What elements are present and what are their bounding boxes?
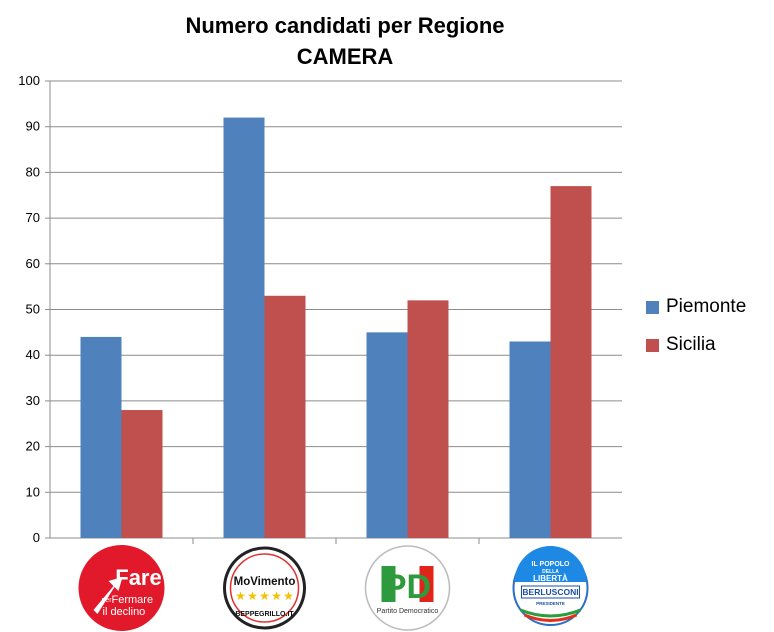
beppegrillo-text: BEPPEGRILLO.IT xyxy=(235,611,294,618)
y-tick-label: 20 xyxy=(26,439,40,454)
star-icon: ★ xyxy=(247,589,258,603)
fare-declino-text: il declino xyxy=(103,606,146,618)
y-tick-label: 80 xyxy=(26,164,40,179)
legend-swatch-sicilia xyxy=(646,338,659,352)
pdl-berlusconi-text: BERLUSCONI xyxy=(522,587,578,597)
fare-text: Fare xyxy=(115,565,161,590)
y-tick-label: 100 xyxy=(18,73,40,88)
pdl-name-band xyxy=(521,585,580,599)
legend-item-sicilia: Sicilia xyxy=(646,326,746,364)
bar-piemonte-0 xyxy=(80,336,122,538)
pdl-green-stripe xyxy=(519,608,582,618)
pdl-liberta-text: LIBERTÀ xyxy=(533,574,568,583)
chart-subtitle: CAMERA xyxy=(296,44,394,69)
star-icon: ★ xyxy=(283,589,294,603)
star-icon: ★ xyxy=(259,589,270,603)
chart-title-line: Numero candidati per Regione xyxy=(185,13,505,38)
movimento-inner-ring xyxy=(229,553,300,623)
pd-text: PD xyxy=(384,568,431,606)
legend: Piemonte Sicilia xyxy=(646,288,746,364)
y-tick-label: 10 xyxy=(26,484,40,499)
y-tick-label: 70 xyxy=(26,210,40,225)
pdl-red-stripe xyxy=(523,613,578,622)
legend-label-sicilia: Sicilia xyxy=(666,334,716,355)
bar-sicilia-3 xyxy=(550,186,592,539)
movimento-circle xyxy=(223,546,306,630)
y-tick-label: 30 xyxy=(26,393,40,408)
pdl-popolo-text: IL POPOLO xyxy=(532,561,571,568)
star-icon: ★ xyxy=(235,589,246,603)
pdl-presidente-text: PRESIDENTE xyxy=(536,601,565,606)
fare-arrow-icon xyxy=(93,577,123,614)
bar-sicilia-0 xyxy=(121,410,163,538)
bars xyxy=(80,117,592,539)
movimento-text: MoVimento xyxy=(234,576,296,588)
movimento-logo: MoVimento★ ★ ★ ★ ★BEPPEGRILLO.IT xyxy=(223,546,306,630)
y-tick-label: 90 xyxy=(26,119,40,134)
legend-item-piemonte: Piemonte xyxy=(646,288,746,326)
y-tick-label: 0 xyxy=(33,530,40,545)
pdl-blue-top xyxy=(514,546,587,582)
y-tick-label: 50 xyxy=(26,302,40,317)
chart-title: Numero candidati per Regione CAMERA xyxy=(0,10,690,72)
pd-logo: PD Partito Democratico xyxy=(364,545,451,631)
bar-sicilia-2 xyxy=(407,300,449,538)
pd-red-block xyxy=(419,566,434,602)
fare-fermare-text: Fermare xyxy=(112,594,154,606)
bar-piemonte-3 xyxy=(509,341,551,538)
fare-per-text: per xyxy=(102,597,113,604)
y-tick-labels: 0 10 20 30 40 50 60 70 80 90 100 xyxy=(18,73,40,545)
pd-green-block xyxy=(381,566,396,602)
star-icon: ★ xyxy=(271,589,282,603)
bar-piemonte-1 xyxy=(223,117,265,538)
legend-swatch-piemonte xyxy=(646,300,659,314)
bar-piemonte-2 xyxy=(366,332,408,538)
pd-name-text: Partito Democratico xyxy=(377,608,439,615)
pdl-della-text: DELLA xyxy=(542,569,559,575)
legend-label-piemonte: Piemonte xyxy=(666,296,747,317)
y-tick-label: 40 xyxy=(26,347,40,362)
y-tick-label: 60 xyxy=(26,256,40,271)
bar-sicilia-1 xyxy=(264,295,306,538)
